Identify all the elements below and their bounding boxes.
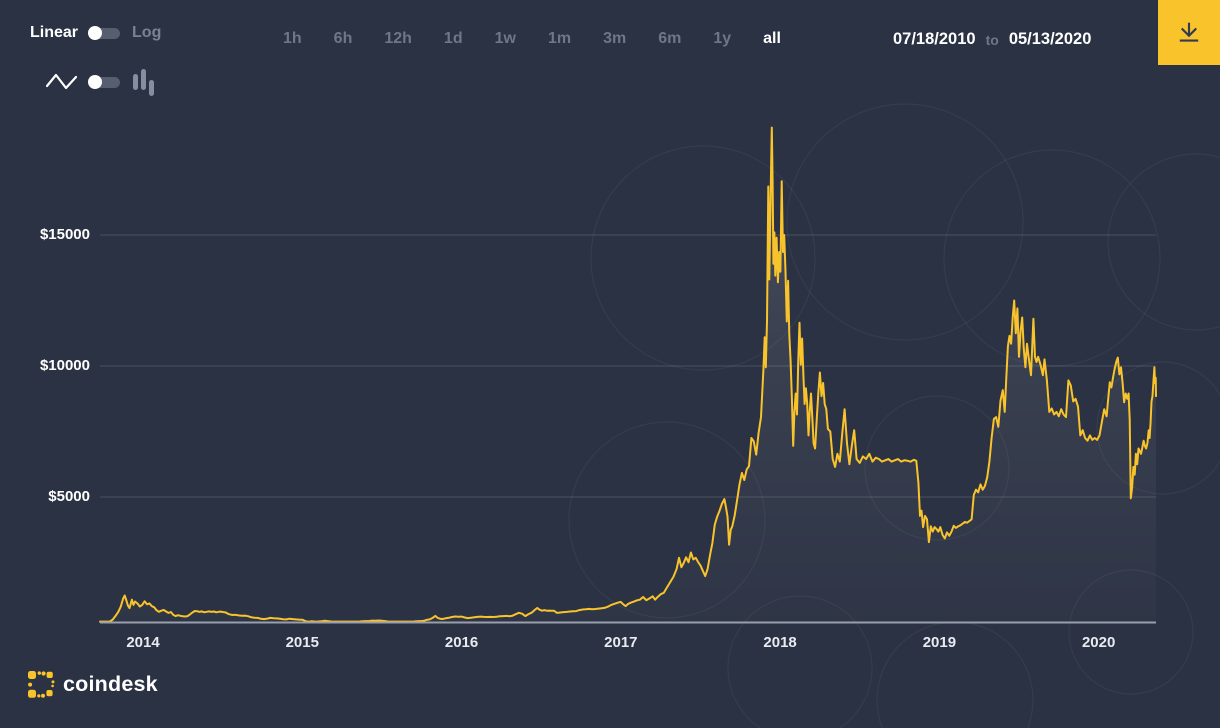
y-axis-label-10000: $10000 bbox=[39, 357, 90, 374]
chart-type-toggle-group bbox=[46, 66, 154, 98]
time-range-selector: 1h 6h 12h 1d 1w 1m 3m 6m 1y all bbox=[283, 30, 781, 48]
x-axis-label-2016: 2016 bbox=[444, 634, 479, 651]
range-button-6h[interactable]: 6h bbox=[333, 30, 353, 47]
range-button-1d[interactable]: 1d bbox=[443, 30, 463, 47]
x-axis-label-2019: 2019 bbox=[922, 634, 957, 651]
y-axis-label-5000: $5000 bbox=[48, 488, 90, 505]
x-axis-label-2017: 2017 bbox=[604, 634, 638, 651]
coindesk-logo-icon bbox=[28, 671, 55, 698]
coindesk-logo-text: coindesk bbox=[63, 672, 158, 696]
scale-toggle-group: Linear Log bbox=[30, 24, 161, 42]
bar-chart-icon[interactable] bbox=[133, 66, 154, 98]
x-axis-label-2020: 2020 bbox=[1081, 634, 1116, 651]
range-button-all[interactable]: all bbox=[763, 30, 781, 47]
range-button-12h[interactable]: 12h bbox=[384, 30, 412, 47]
date-range-separator: to bbox=[985, 31, 999, 48]
line-chart-icon[interactable] bbox=[46, 71, 77, 93]
log-label[interactable]: Log bbox=[132, 24, 162, 41]
date-range: 07/18/2010 to 05/13/2020 bbox=[893, 30, 1091, 49]
price-area-fill bbox=[100, 127, 1156, 622]
range-button-6m[interactable]: 6m bbox=[658, 30, 682, 47]
range-button-1m[interactable]: 1m bbox=[547, 30, 572, 47]
range-button-1h[interactable]: 1h bbox=[283, 30, 302, 47]
range-button-1w[interactable]: 1w bbox=[494, 30, 516, 47]
chart-type-toggle-knob bbox=[88, 75, 102, 89]
range-button-3m[interactable]: 3m bbox=[603, 30, 627, 47]
coindesk-logo[interactable]: coindesk bbox=[28, 671, 158, 698]
range-button-1y[interactable]: 1y bbox=[713, 30, 732, 47]
y-axis-label-15000: $15000 bbox=[39, 226, 90, 243]
start-date[interactable]: 07/18/2010 bbox=[893, 30, 976, 48]
scale-toggle-knob bbox=[88, 26, 103, 40]
x-axis-label-2014: 2014 bbox=[126, 634, 160, 651]
x-axis-label-2018: 2018 bbox=[763, 634, 797, 651]
chart-type-toggle-switch[interactable] bbox=[88, 75, 120, 89]
price-line bbox=[99, 126, 1157, 623]
download-button[interactable] bbox=[1158, 0, 1220, 65]
scale-toggle-switch[interactable] bbox=[88, 26, 121, 40]
end-date[interactable]: 05/13/2020 bbox=[1008, 30, 1092, 48]
download-icon bbox=[1179, 22, 1199, 42]
linear-label[interactable]: Linear bbox=[30, 24, 79, 41]
x-axis-label-2015: 2015 bbox=[285, 634, 319, 651]
